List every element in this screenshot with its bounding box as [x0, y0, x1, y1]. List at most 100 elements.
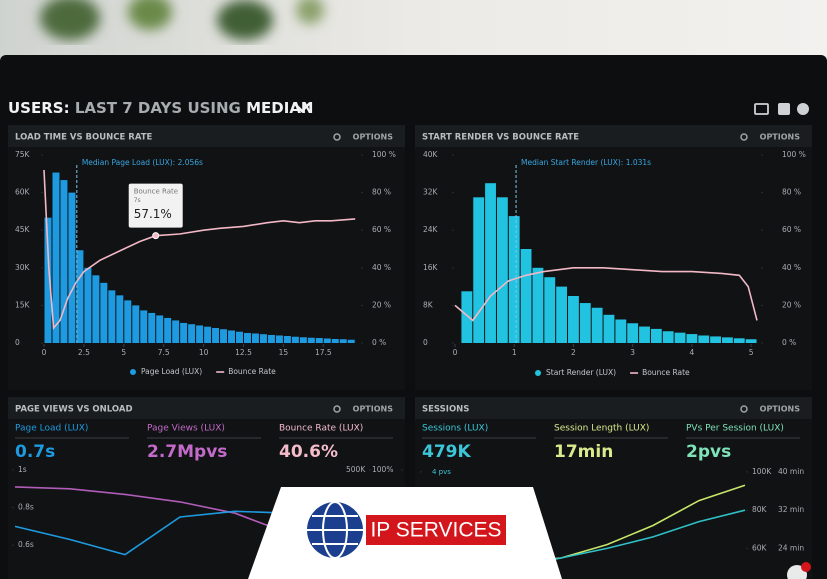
histogram-bar	[650, 328, 662, 343]
options-icon[interactable]	[740, 405, 748, 413]
histogram-bar	[44, 217, 52, 343]
histogram-bar	[339, 339, 347, 343]
histogram-bar	[520, 249, 532, 343]
y-tick-label: 40K	[423, 150, 439, 159]
options-button[interactable]: OPTIONS	[353, 405, 394, 414]
metric-label: Sessions (LUX)	[422, 424, 488, 434]
histogram-bar	[331, 338, 339, 343]
header-part: LAST 7 DAYS	[75, 99, 182, 117]
logo-banner	[366, 515, 506, 545]
metric-label: Bounce Rate (LUX)	[279, 424, 363, 434]
histogram-bar	[473, 197, 485, 343]
y2-tick-label: 40 %	[372, 263, 391, 272]
plant-blur	[40, 0, 324, 40]
histogram-bar	[556, 286, 568, 343]
series-line	[454, 267, 758, 322]
metric-value: 40.6%	[279, 442, 338, 462]
y-tick-label: 0.6s	[18, 540, 34, 549]
histogram-bar	[84, 267, 92, 343]
charts: LOAD TIME VS BOUNCE RATE OPTIONS015K30K45…	[8, 125, 812, 579]
histogram-bar	[68, 192, 76, 343]
y-tick-label: 75K	[15, 150, 31, 159]
y2-tick-label: 40 min	[778, 467, 804, 476]
options-icon[interactable]	[333, 405, 341, 413]
histogram-bar	[722, 337, 733, 343]
y2-tick-label: 80 %	[372, 188, 391, 197]
histogram-bar	[710, 336, 722, 343]
histogram-bar	[164, 317, 172, 343]
image-icon[interactable]	[778, 103, 790, 115]
x-tick-label: 0	[453, 348, 458, 357]
logo: IP SERVICES	[248, 487, 562, 579]
header-part: USING	[187, 99, 240, 117]
histogram-bar	[76, 250, 84, 343]
x-tick-label: 3	[630, 348, 635, 357]
histogram-bar	[615, 319, 627, 343]
histogram-bar	[132, 305, 140, 343]
metric-label: Page Load (LUX)	[15, 424, 88, 434]
y2-tick-label: 32 min	[778, 505, 804, 514]
histogram-bar	[156, 315, 164, 343]
histogram-bar	[140, 310, 148, 343]
histogram-bar	[627, 323, 639, 343]
histogram-bar	[60, 180, 68, 343]
options-button[interactable]: OPTIONS	[353, 133, 394, 142]
help-icon[interactable]	[797, 103, 809, 115]
header-part: MEDIAN	[246, 99, 313, 117]
histogram-bar	[347, 339, 355, 343]
histogram-bar	[568, 296, 579, 343]
y2-tick-label: 20 %	[372, 300, 391, 309]
x-tick-label: 5	[749, 348, 754, 357]
panel-title: LOAD TIME VS BOUNCE RATE	[15, 133, 153, 143]
y2-tick-label: 40 %	[782, 263, 801, 272]
header-dropdown[interactable]	[293, 102, 311, 113]
histogram-bar	[180, 322, 188, 343]
x-tick-label: 5	[121, 348, 126, 357]
histogram-bar	[291, 336, 299, 343]
tooltip-value: 57.1%	[134, 207, 172, 221]
metric-label: Session Length (LUX)	[554, 424, 649, 434]
histogram-bar	[100, 282, 108, 343]
x-tick-label: 17.5	[315, 348, 332, 357]
y2-tick-label: 60 %	[372, 225, 391, 234]
y2-tick-label: 100 %	[782, 150, 806, 159]
histogram-bar	[236, 331, 243, 343]
options-button[interactable]: OPTIONS	[760, 133, 801, 142]
histogram-bar	[698, 335, 710, 343]
histogram-bar	[461, 291, 473, 343]
x-tick-label: 15	[279, 348, 289, 357]
options-button[interactable]: OPTIONS	[760, 405, 801, 414]
options-icon[interactable]	[333, 133, 341, 141]
histogram-bar	[116, 295, 124, 343]
y-tick-label: 0	[423, 338, 428, 347]
histogram-bar	[496, 197, 508, 343]
panel-title: PAGE VIEWS VS ONLOAD	[15, 405, 133, 415]
y-tick-label: 60K	[15, 188, 31, 197]
tooltip-point	[152, 232, 160, 240]
legend-label: Bounce Rate	[228, 367, 276, 376]
panel-title: SESSIONS	[422, 405, 469, 415]
metric-value: 2.7Mpvs	[147, 442, 227, 462]
legend-label: Page Load (LUX)	[141, 367, 202, 376]
histogram-bar	[228, 330, 236, 343]
y-tick-label: 8K	[423, 300, 434, 309]
y-tick-label: 16K	[423, 263, 439, 272]
metric-value: 2pvs	[686, 442, 731, 462]
histogram-bar	[212, 327, 220, 343]
histogram-bar	[532, 267, 544, 343]
x-tick-label: 4	[690, 348, 695, 357]
y2-tick-label: 80 %	[782, 188, 801, 197]
histogram-bar	[92, 275, 100, 343]
y-tick-label: 15K	[15, 300, 31, 309]
histogram-bar	[603, 314, 615, 343]
histogram-bar	[251, 333, 259, 343]
monitor-icon[interactable]	[754, 103, 769, 115]
metric-value: 17min	[554, 442, 613, 462]
metric-label: Page Views (LUX)	[147, 424, 225, 434]
header-part: USERS:	[8, 99, 70, 117]
histogram-bar	[485, 183, 496, 343]
panel-header	[415, 397, 812, 419]
options-icon[interactable]	[740, 133, 748, 141]
histogram-bar	[323, 338, 331, 343]
y2-tick-label: 100 %	[372, 150, 396, 159]
